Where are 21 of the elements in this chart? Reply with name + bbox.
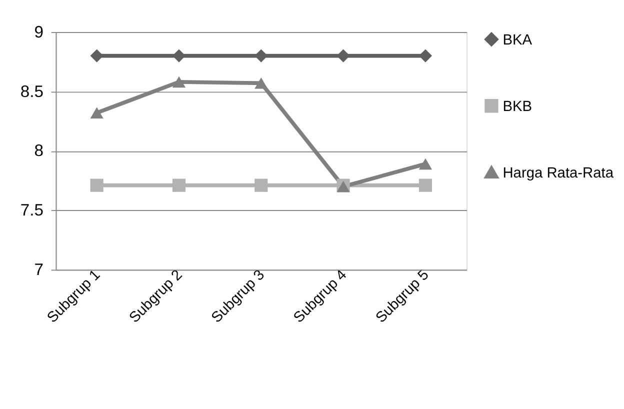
point bbox=[418, 49, 432, 62]
point bbox=[90, 178, 104, 192]
y-tick-label: 7.5 bbox=[20, 200, 44, 220]
point bbox=[172, 76, 186, 88]
y-tick-label: 8.5 bbox=[20, 82, 44, 101]
point bbox=[172, 178, 186, 192]
legend-label: BKA bbox=[502, 32, 532, 48]
point bbox=[172, 49, 186, 62]
point bbox=[336, 49, 350, 62]
point bbox=[418, 178, 432, 192]
point bbox=[254, 77, 268, 89]
point bbox=[418, 158, 432, 170]
legend-label: BKB bbox=[502, 98, 532, 115]
point bbox=[90, 107, 104, 119]
point bbox=[254, 178, 268, 192]
y-tick-label: 9 bbox=[34, 22, 44, 42]
y-tick-label: 8 bbox=[34, 141, 44, 160]
y-tick-label: 7 bbox=[34, 260, 44, 280]
legend-label: Harga Rata-Rata bbox=[502, 165, 614, 182]
point bbox=[254, 49, 268, 62]
point bbox=[90, 49, 104, 62]
